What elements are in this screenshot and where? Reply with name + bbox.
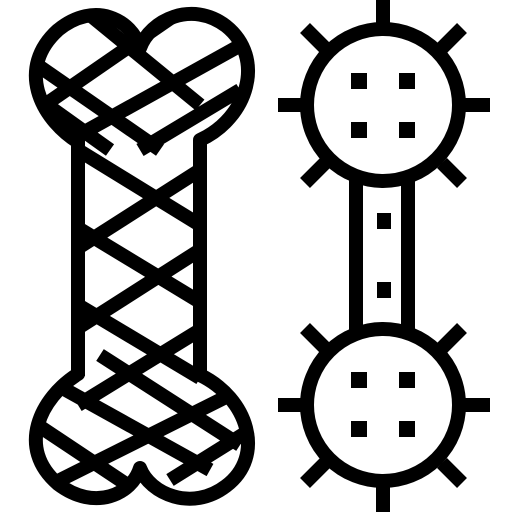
spiked-dumbbell-icon — [278, 0, 490, 512]
bottom-ball — [300, 322, 466, 488]
top-ball-holes — [351, 73, 415, 138]
wrapped-bone-icon — [30, 14, 250, 500]
top-ball — [300, 22, 466, 188]
dumbbell-handle — [349, 171, 415, 345]
bottom-ball-holes — [351, 372, 415, 437]
top-ball-spikes — [278, 0, 490, 188]
